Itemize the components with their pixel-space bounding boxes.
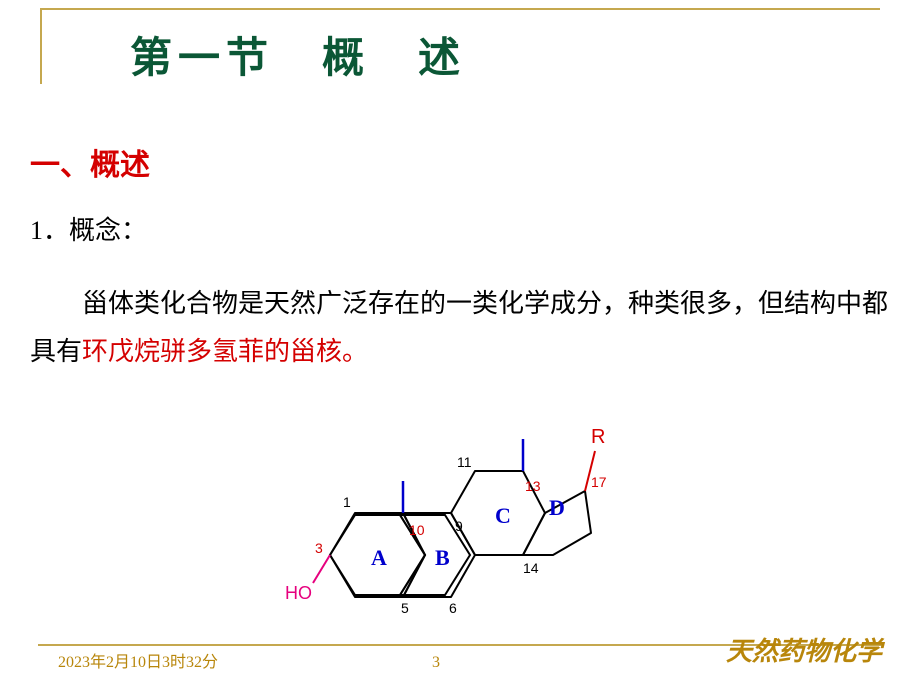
carbon-10: 10 [409,522,425,538]
ring-label-d: D [549,495,565,520]
atom-ho: HO [285,583,312,603]
carbon-5: 5 [401,600,409,616]
body-highlight: 环戊烷骈多氢菲的甾核。 [82,337,368,366]
atom-r: R [591,426,605,448]
carbon-13: 13 [525,478,541,494]
carbon-3: 3 [315,540,323,556]
slide-title: 第一节 概 述 [0,24,920,85]
carbon-17: 17 [591,474,607,490]
ring-label-a: A [371,545,387,570]
steroid-structure-diagram: A B C D 1 3 5 6 9 10 11 13 14 17 HO R [285,395,625,625]
carbon-6: 6 [449,600,457,616]
ring-label-b: B [435,545,450,570]
carbon-14: 14 [523,560,539,576]
concept-label: 1．概念： [30,210,147,247]
footer-page-number: 3 [432,654,440,672]
footer-subject: 天然药物化学 [726,631,882,668]
carbon-1: 1 [343,494,351,510]
carbon-9: 9 [455,518,463,534]
ring-label-c: C [495,503,511,528]
section-heading: 一、概述 [30,140,150,184]
body-paragraph: 甾体类化合物是天然广泛存在的一类化学成分，种类很多，但结构中都具有环戊烷骈多氢菲… [30,280,890,376]
carbon-11: 11 [457,454,472,470]
footer-date: 2023年2月10日3时32分 [58,648,218,672]
